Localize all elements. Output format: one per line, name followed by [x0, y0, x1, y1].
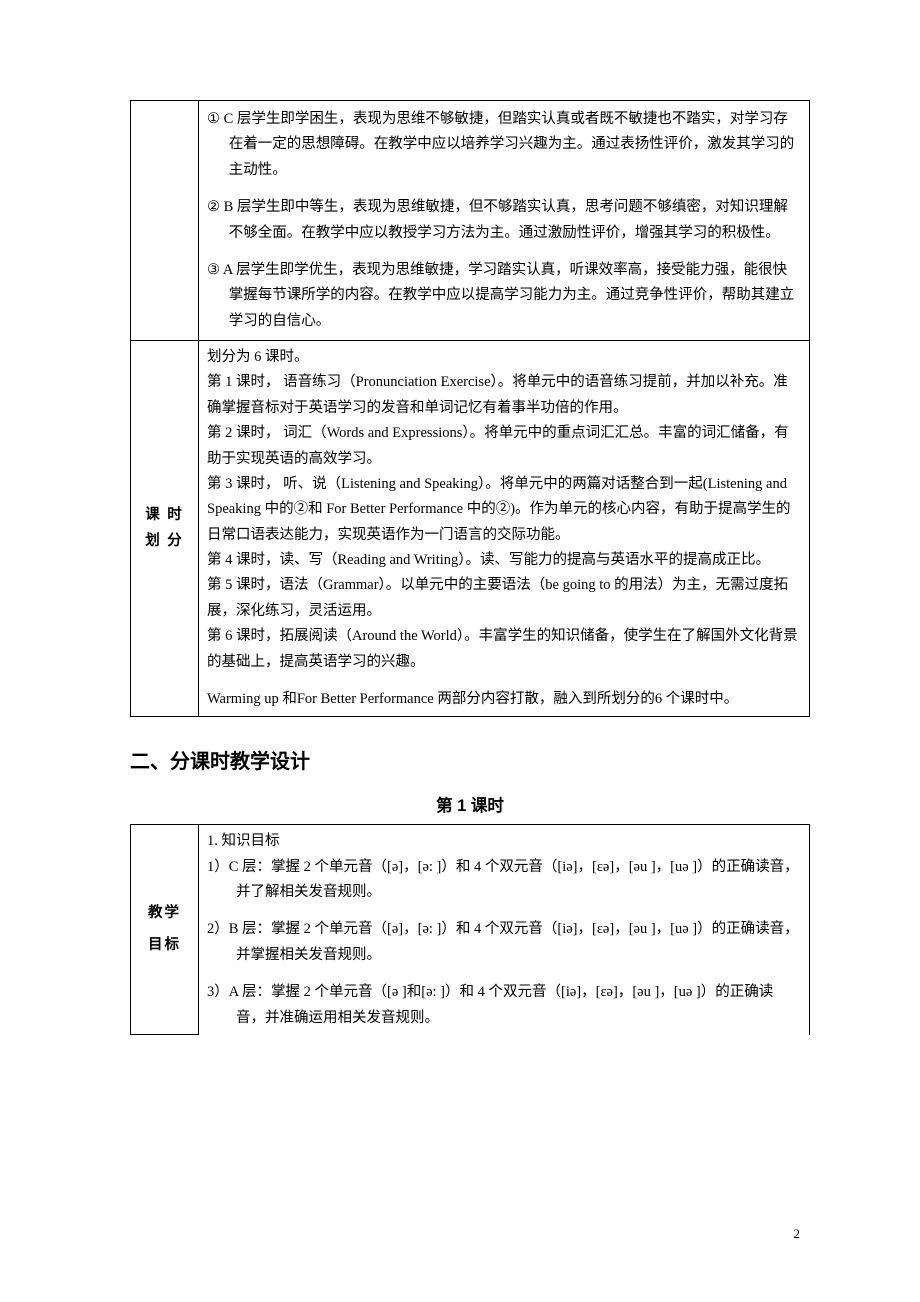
- level-c-text: ① C 层学生即学困生，表现为思维不够敏捷，但踏实认真或者既不敏捷也不踏实，对学…: [207, 107, 801, 183]
- lesson-1-desc: 第 1 课时， 语音练习（Pronunciation Exercise）。将单元…: [207, 370, 801, 421]
- lesson-2-desc: 第 2 课时， 词汇（Words and Expressions）。将单元中的重…: [207, 421, 801, 472]
- label-mubiao: 目标: [135, 930, 194, 962]
- goal-a-level: 3）A 层：掌握 2 个单元音（[ə ]和[ə: ]）和 4 个双元音（[iə]…: [207, 980, 801, 1031]
- level-b-text: ② B 层学生即中等生，表现为思维敏捷，但不够踏实认真，思考问题不够缜密，对知识…: [207, 195, 801, 246]
- label-lesson-division: 课 时 划 分: [131, 341, 199, 717]
- label-huafen: 划 分: [135, 529, 194, 554]
- knowledge-goal-heading: 1. 知识目标: [207, 829, 801, 854]
- page: ① C 层学生即学困生，表现为思维不够敏捷，但踏实认真或者既不敏捷也不踏实，对学…: [0, 0, 920, 1302]
- label-jiaoxue: 教学: [135, 898, 194, 930]
- row-lesson-division: 课 时 划 分 划分为 6 课时。 第 1 课时， 语音练习（Pronuncia…: [131, 341, 810, 717]
- content-lesson-division: 划分为 6 课时。 第 1 课时， 语音练习（Pronunciation Exe…: [199, 341, 810, 717]
- label-cell-empty: [131, 101, 199, 341]
- lesson-5-desc: 第 5 课时，语法（Grammar）。以单元中的主要语法（be going to…: [207, 573, 801, 624]
- lesson-1-heading: 第 1 课时: [130, 792, 810, 816]
- section-2-heading: 二、分课时教学设计: [130, 745, 810, 774]
- row-student-levels: ① C 层学生即学困生，表现为思维不够敏捷，但踏实认真或者既不敏捷也不踏实，对学…: [131, 101, 810, 341]
- division-intro: 划分为 6 课时。: [207, 345, 801, 370]
- label-teaching-goals: 教学 目标: [131, 825, 199, 1035]
- level-a-text: ③ A 层学生即学优生，表现为思维敏捷，学习踏实认真，听课效率高，接受能力强，能…: [207, 258, 801, 334]
- row-teaching-goals: 教学 目标 1. 知识目标 1）C 层：掌握 2 个单元音（[ə]，[ə: ]）…: [131, 825, 810, 1035]
- content-teaching-goals: 1. 知识目标 1）C 层：掌握 2 个单元音（[ə]，[ə: ]）和 4 个双…: [199, 825, 810, 1035]
- lesson-4-desc: 第 4 课时，读、写（Reading and Writing）。读、写能力的提高…: [207, 548, 801, 573]
- content-student-levels: ① C 层学生即学困生，表现为思维不够敏捷，但踏实认真或者既不敏捷也不踏实，对学…: [199, 101, 810, 341]
- division-note: Warming up 和For Better Performance 两部分内容…: [207, 687, 801, 712]
- table-lesson-1: 教学 目标 1. 知识目标 1）C 层：掌握 2 个单元音（[ə]，[ə: ]）…: [130, 824, 810, 1035]
- table-unit-plan: ① C 层学生即学困生，表现为思维不够敏捷，但踏实认真或者既不敏捷也不踏实，对学…: [130, 100, 810, 717]
- lesson-6-desc: 第 6 课时，拓展阅读（Around the World）。丰富学生的知识储备，…: [207, 624, 801, 675]
- lesson-3-desc: 第 3 课时， 听、说（Listening and Speaking）。将单元中…: [207, 472, 801, 548]
- page-number: 2: [794, 1226, 801, 1242]
- goal-b-level: 2）B 层：掌握 2 个单元音（[ə]，[ə: ]）和 4 个双元音（[iə]，…: [207, 917, 801, 968]
- goal-c-level: 1）C 层：掌握 2 个单元音（[ə]，[ə: ]）和 4 个双元音（[iə]，…: [207, 855, 801, 906]
- label-keshi: 课 时: [135, 503, 194, 528]
